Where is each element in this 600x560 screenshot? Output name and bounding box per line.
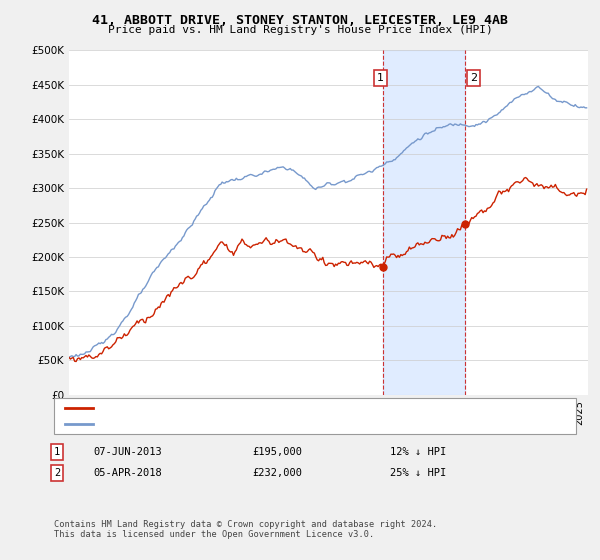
Text: 2: 2 xyxy=(470,73,477,83)
Text: HPI: Average price, detached house, Blaby: HPI: Average price, detached house, Blab… xyxy=(97,419,333,428)
Text: 07-JUN-2013: 07-JUN-2013 xyxy=(93,447,162,457)
Text: 41, ABBOTT DRIVE, STONEY STANTON, LEICESTER, LE9 4AB (detached house): 41, ABBOTT DRIVE, STONEY STANTON, LEICES… xyxy=(97,403,494,412)
Text: £195,000: £195,000 xyxy=(252,447,302,457)
Text: 1: 1 xyxy=(54,447,60,457)
Text: Contains HM Land Registry data © Crown copyright and database right 2024.
This d: Contains HM Land Registry data © Crown c… xyxy=(54,520,437,539)
Text: 12% ↓ HPI: 12% ↓ HPI xyxy=(390,447,446,457)
Text: 41, ABBOTT DRIVE, STONEY STANTON, LEICESTER, LE9 4AB: 41, ABBOTT DRIVE, STONEY STANTON, LEICES… xyxy=(92,14,508,27)
Text: 2: 2 xyxy=(54,468,60,478)
Text: 25% ↓ HPI: 25% ↓ HPI xyxy=(390,468,446,478)
Text: 1: 1 xyxy=(377,73,384,83)
Text: £232,000: £232,000 xyxy=(252,468,302,478)
Bar xyxy=(383,50,465,395)
Text: Price paid vs. HM Land Registry's House Price Index (HPI): Price paid vs. HM Land Registry's House … xyxy=(107,25,493,35)
Text: 05-APR-2018: 05-APR-2018 xyxy=(93,468,162,478)
